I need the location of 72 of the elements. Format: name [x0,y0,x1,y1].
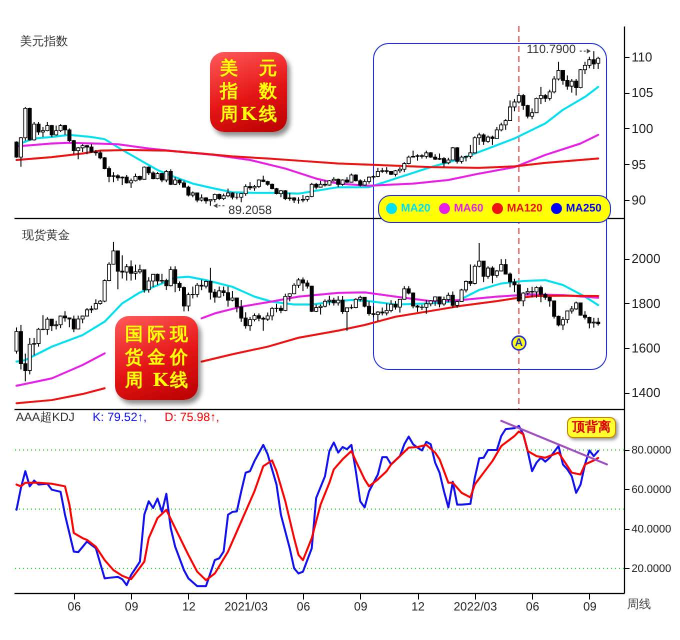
candlestick [472,136,477,154]
candlestick [72,315,76,333]
text: 美元指数 [20,34,68,48]
x-tick-label: 12 [182,600,196,614]
candlestick [455,146,460,164]
candlestick [261,316,266,332]
y-tick-label: 1600 [632,340,660,356]
candlestick [14,140,19,158]
x-tick-label: 09 [583,600,597,614]
candlestick [94,298,98,310]
candlestick [592,317,596,328]
x-tick-label: 2021/03 [224,600,268,614]
candlestick [283,293,288,312]
line-series [16,134,600,187]
x-tick-label: 2022/03 [454,600,498,614]
y-tick-label: 40.0000 [632,523,672,536]
y-tick-label: 110 [632,49,652,64]
legend-label: MA60 [454,202,484,215]
candlestick [195,192,200,203]
line-series [16,148,600,169]
candlestick [50,318,54,332]
x-tick-label: 06 [68,600,82,614]
legend-label: MA120 [507,202,542,215]
y-tick-label: 20.0000 [632,562,672,575]
candlestick [310,182,314,198]
y-tick-label: 1800 [632,296,660,311]
candlestick [168,168,173,186]
candlestick [120,254,124,280]
text: 现货黄金 [22,228,70,242]
annotation: 110.7900 [526,42,576,56]
candlestick [450,146,455,160]
candlestick [424,299,428,314]
text: K: 79.52↑, [92,410,147,424]
legend-label: MA20 [401,202,430,215]
y-tick-label: 100 [632,120,654,136]
chart-title: AAA超KDJ [16,410,75,424]
candlestick [142,166,146,180]
candlestick [76,315,80,330]
x-tick-label: 06 [526,600,540,614]
candlestick [384,302,389,316]
candlestick [244,184,248,196]
text: 周线 [627,596,651,613]
y-tick-label: 60.0000 [632,484,672,496]
y-tick-label: 105 [632,85,654,100]
y-tick-label: 1400 [632,385,660,400]
x-tick-label: 09 [354,600,368,614]
candlestick [354,298,358,309]
candlestick [168,266,173,287]
x-tick-label: 09 [124,600,139,614]
candlestick [450,290,455,308]
y-tick-label: 90 [632,192,646,208]
y-tick-label: 80.0000 [632,444,672,457]
y-tick-label: 2000 [632,251,660,266]
x-tick-label: 06 [296,600,310,614]
badge: 国际现货金价周 K线 [115,316,198,400]
x-tick-label: 12 [411,600,426,614]
badge: 美 元指 数周K线 [210,52,287,132]
annotation: 89.2058 [228,202,272,217]
text: D: 75.98↑, [164,410,220,424]
candlestick [592,50,596,70]
badge: 顶背离 [567,417,616,438]
candlestick [142,269,146,294]
candlestick [195,282,200,298]
candlestick [570,78,574,94]
candlestick [494,126,499,139]
legend-label: MA250 [566,202,602,215]
y-tick-label: 95 [632,156,646,172]
candlestick [283,190,288,201]
ref-line-label: A [514,337,523,349]
candlestick [164,170,168,183]
candlestick [217,286,222,298]
candlestick [50,124,54,138]
